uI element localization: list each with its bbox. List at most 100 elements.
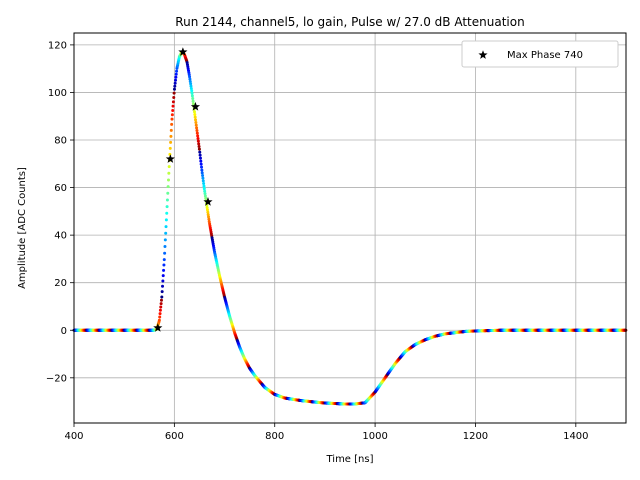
pulse-sample [193,115,197,119]
pulse-sample [190,94,194,98]
max-phase-star [178,47,188,56]
pulse-sample [170,122,174,126]
pulse-sample [205,206,209,210]
pulse-sample [166,185,170,189]
pulse-sample [193,113,197,117]
pulse-sample [168,152,172,156]
x-axis-label: Time [ns] [325,454,373,465]
x-tick-label: 1200 [463,431,488,442]
pulse-sample [169,128,173,132]
y-tick-label: 80 [54,136,67,147]
pulse-sample [172,87,176,91]
pulse-sample [162,268,166,272]
max-phase-star [190,101,201,111]
pulse-sample [175,69,179,73]
max-phase-series [153,47,213,332]
x-tick-label: 800 [265,431,284,442]
y-axis-label: Amplitude [ADC Counts] [17,167,28,289]
pulse-sample [206,213,210,217]
pulse-sample [166,191,170,195]
pulse-sample [159,302,163,306]
pulse-sample [157,318,161,322]
pulse-sample [195,131,199,135]
legend-label: Max Phase 740 [507,50,583,61]
pulse-sample [192,110,196,114]
x-axis: 400 600 800 1000 1200 1400 [64,423,589,442]
pulse-sample [161,274,165,278]
pulse-sample [189,84,193,88]
pulse-sample [189,86,193,90]
pulse-sample [203,192,207,196]
pulse-sample [159,298,163,302]
pulse-sample [171,104,175,108]
pulse-sample [164,218,168,222]
pulse-sample [188,75,192,79]
pulse-sample [190,89,194,93]
pulse-sample [188,79,192,83]
x-tick-label: 400 [64,431,83,442]
y-tick-label: 120 [48,40,67,51]
pulse-sample [172,95,176,99]
pulse-sample [202,181,206,185]
pulse-sample [163,238,167,242]
chart-title: Run 2144, channel5, lo gain, Pulse w/ 27… [175,15,524,29]
pulse-sample [194,121,198,125]
pulse-sample [172,91,176,95]
y-axis: −20 0 20 40 60 80 100 120 [46,40,74,384]
pulse-sample [164,231,168,235]
pulse-sample [197,147,201,151]
pulse-sample [191,99,195,103]
pulse-sample [170,117,174,121]
legend-star [478,50,488,59]
pulse-sample [164,225,168,229]
pulse-sample [196,136,200,140]
pulse-sample [201,173,205,177]
pulse-sample [205,208,209,212]
max-phase-star [153,323,163,332]
pulse-sample [167,165,171,169]
plot-frame [73,32,627,424]
pulse-sample [173,81,177,85]
pulse-sample [207,215,211,219]
pulse-sample [198,156,202,160]
pulse-sample [165,205,169,209]
pulse-sample [201,176,205,180]
x-tick-label: 600 [165,431,184,442]
pulse-sample [169,140,173,144]
pulse-sample [171,100,175,104]
pulse-sample [200,165,204,169]
x-tick-label: 1400 [563,431,588,442]
max-phase-star [203,197,213,206]
pulse-sample [160,290,164,294]
pulse-sample [198,153,202,157]
pulse-sample [173,84,177,88]
pulse-sample [161,284,165,288]
pulse-sample [197,144,201,148]
pulse-sample [194,118,198,122]
pulse-sample [196,134,200,138]
max-phase-star [165,154,175,163]
pulse-sample [174,78,178,82]
pulse-sample [158,312,162,316]
pulse-sample [203,194,207,198]
pulse-sample [171,108,175,112]
pulse-sample [194,123,198,127]
pulse-sample [195,129,199,132]
pulse-sample [191,102,195,106]
pulse-sample [168,146,172,150]
pulse-sample [207,220,211,224]
y-tick-label: 20 [54,278,67,289]
pulse-sample [189,82,193,86]
pulse-sample [200,171,204,175]
x-tick-label: 1000 [362,431,387,442]
pulse-sample [163,251,167,255]
pulse-sample [159,305,163,309]
legend-star-marker [478,50,488,59]
pulse-sample [195,126,199,130]
y-tick-label: −20 [46,373,67,384]
legend-box [461,40,619,68]
pulse-sample [197,142,201,146]
y-tick-label: 40 [54,231,67,242]
